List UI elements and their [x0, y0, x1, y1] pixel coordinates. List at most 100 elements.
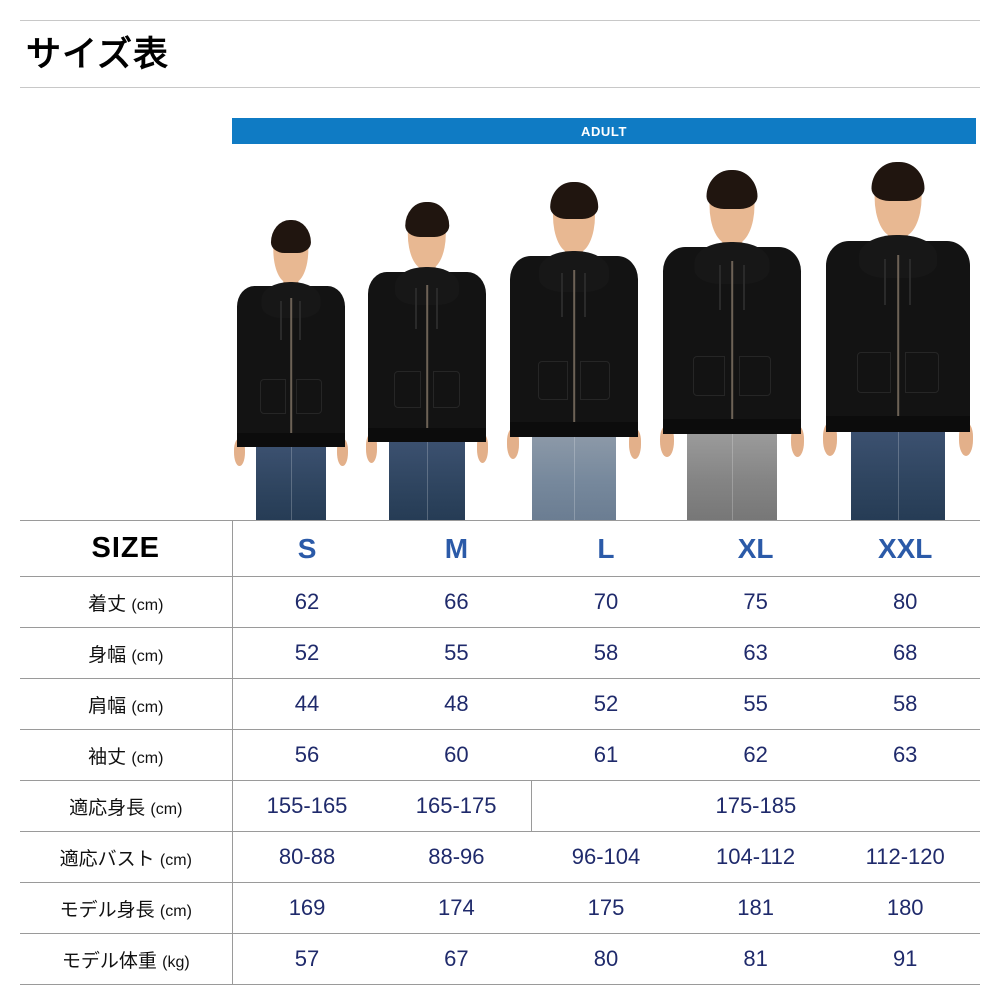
drawstring-left [561, 273, 564, 318]
zipper [897, 255, 899, 427]
cell-body-length-xl: 75 [680, 576, 831, 628]
cell-model-weight-xl: 81 [680, 933, 831, 985]
header-size-xl: XL [680, 520, 831, 577]
size-table: SIZE S M L XL XXL 着丈 (cm) 62 66 70 75 80… [20, 520, 980, 985]
cell-fit-bust-xxl: 112-120 [830, 831, 980, 883]
table-row: モデル体重 (kg) 57 67 80 81 91 [20, 933, 980, 985]
jeans [532, 435, 616, 520]
cell-shoulder-width-m: 48 [381, 678, 532, 730]
hem-band [826, 416, 970, 433]
cell-body-width-l: 58 [531, 627, 681, 679]
cell-sleeve-length-xl: 62 [680, 729, 831, 781]
hem-band [663, 418, 801, 435]
hair [405, 202, 449, 237]
cell-shoulder-width-xxl: 58 [830, 678, 980, 730]
row-label-sleeve-length: 袖丈 (cm) [20, 729, 233, 781]
table-row: 適応身長 (cm) 155-165 165-175 175-185 [20, 780, 980, 832]
header-size-s: S [232, 520, 382, 577]
model-photo-s [232, 220, 350, 520]
jeans [687, 432, 777, 520]
cell-sleeve-length-l: 61 [531, 729, 681, 781]
zipper [731, 261, 733, 429]
hem-band [368, 427, 486, 443]
cell-fit-bust-l: 96-104 [531, 831, 681, 883]
table-row: 身幅 (cm) 52 55 58 63 68 [20, 627, 980, 679]
drawstring-right [299, 301, 302, 340]
row-label-fit-height: 適応身長 (cm) [20, 780, 233, 832]
zipper [573, 269, 575, 433]
hair [706, 170, 758, 209]
table-row: 適応バスト (cm) 80-88 88-96 96-104 104-112 11… [20, 831, 980, 883]
drawstring-right [742, 264, 745, 310]
cell-fit-height-m: 165-175 [381, 780, 532, 832]
cell-body-width-xl: 63 [680, 627, 831, 679]
model-photo-xxl [820, 162, 976, 520]
cell-model-weight-l: 80 [531, 933, 681, 985]
cell-sleeve-length-xxl: 63 [830, 729, 980, 781]
model-photo-strip [232, 160, 976, 520]
pocket-left [857, 351, 891, 394]
header-size-label: SIZE [20, 520, 233, 577]
cell-body-width-s: 52 [232, 627, 382, 679]
page-title-block: サイズ表 [20, 20, 980, 88]
cell-model-weight-xxl: 91 [830, 933, 980, 985]
jeans [255, 445, 327, 520]
cell-fit-bust-m: 88-96 [381, 831, 532, 883]
model-photo-m [363, 202, 491, 520]
drawstring-right [908, 258, 911, 306]
page-title: サイズ表 [26, 34, 169, 74]
model-photo-l [504, 182, 644, 520]
cell-model-weight-m: 67 [381, 933, 532, 985]
cell-shoulder-width-s: 44 [232, 678, 382, 730]
zipper [290, 298, 292, 442]
hair [550, 182, 598, 220]
hand-left [234, 439, 245, 466]
header-size-m: M [381, 520, 532, 577]
cell-sleeve-length-s: 56 [232, 729, 382, 781]
table-row: 着丈 (cm) 62 66 70 75 80 [20, 576, 980, 628]
pocket-right [580, 361, 611, 401]
pocket-right [296, 379, 322, 414]
row-label-body-length: 着丈 (cm) [20, 576, 233, 628]
cell-model-height-l: 175 [531, 882, 681, 934]
cell-body-length-m: 66 [381, 576, 532, 628]
row-label-body-width: 身幅 (cm) [20, 627, 233, 679]
pocket-left [393, 370, 422, 408]
drawstring-left [415, 287, 418, 330]
cell-fit-height-s: 155-165 [232, 780, 382, 832]
pocket-right [432, 370, 461, 408]
table-row: 肩幅 (cm) 44 48 52 55 58 [20, 678, 980, 730]
adult-banner: ADULT [232, 118, 976, 144]
jeans [388, 440, 466, 520]
drawstring-left [883, 258, 886, 306]
hand-left [365, 434, 378, 463]
row-label-fit-bust: 適応バスト (cm) [20, 831, 233, 883]
hand-right [476, 434, 489, 463]
cell-body-length-l: 70 [531, 576, 681, 628]
drawstring-left [718, 264, 721, 310]
drawstring-left [280, 301, 283, 340]
cell-shoulder-width-xl: 55 [680, 678, 831, 730]
pocket-left [260, 379, 286, 414]
hem-band [509, 421, 639, 438]
header-size-l: L [531, 520, 681, 577]
pocket-right [739, 355, 771, 396]
cell-shoulder-width-l: 52 [531, 678, 681, 730]
cell-sleeve-length-m: 60 [381, 729, 532, 781]
hair [270, 220, 312, 253]
cell-fit-bust-xl: 104-112 [680, 831, 831, 883]
table-header-row: SIZE S M L XL XXL [20, 520, 980, 577]
cell-fit-height-l-xl-xxl: 175-185 [530, 780, 980, 832]
cell-model-height-m: 174 [381, 882, 532, 934]
pocket-left [537, 361, 568, 401]
table-row: モデル身長 (cm) 169 174 175 181 180 [20, 882, 980, 934]
pocket-left [693, 355, 725, 396]
hair [871, 162, 925, 202]
row-label-shoulder-width: 肩幅 (cm) [20, 678, 233, 730]
row-label-model-weight: モデル体重 (kg) [20, 933, 233, 985]
cell-model-height-xxl: 180 [830, 882, 980, 934]
hem-band [236, 433, 346, 447]
header-size-xxl: XXL [830, 520, 980, 577]
cell-model-height-s: 169 [232, 882, 382, 934]
drawstring-right [583, 273, 586, 318]
